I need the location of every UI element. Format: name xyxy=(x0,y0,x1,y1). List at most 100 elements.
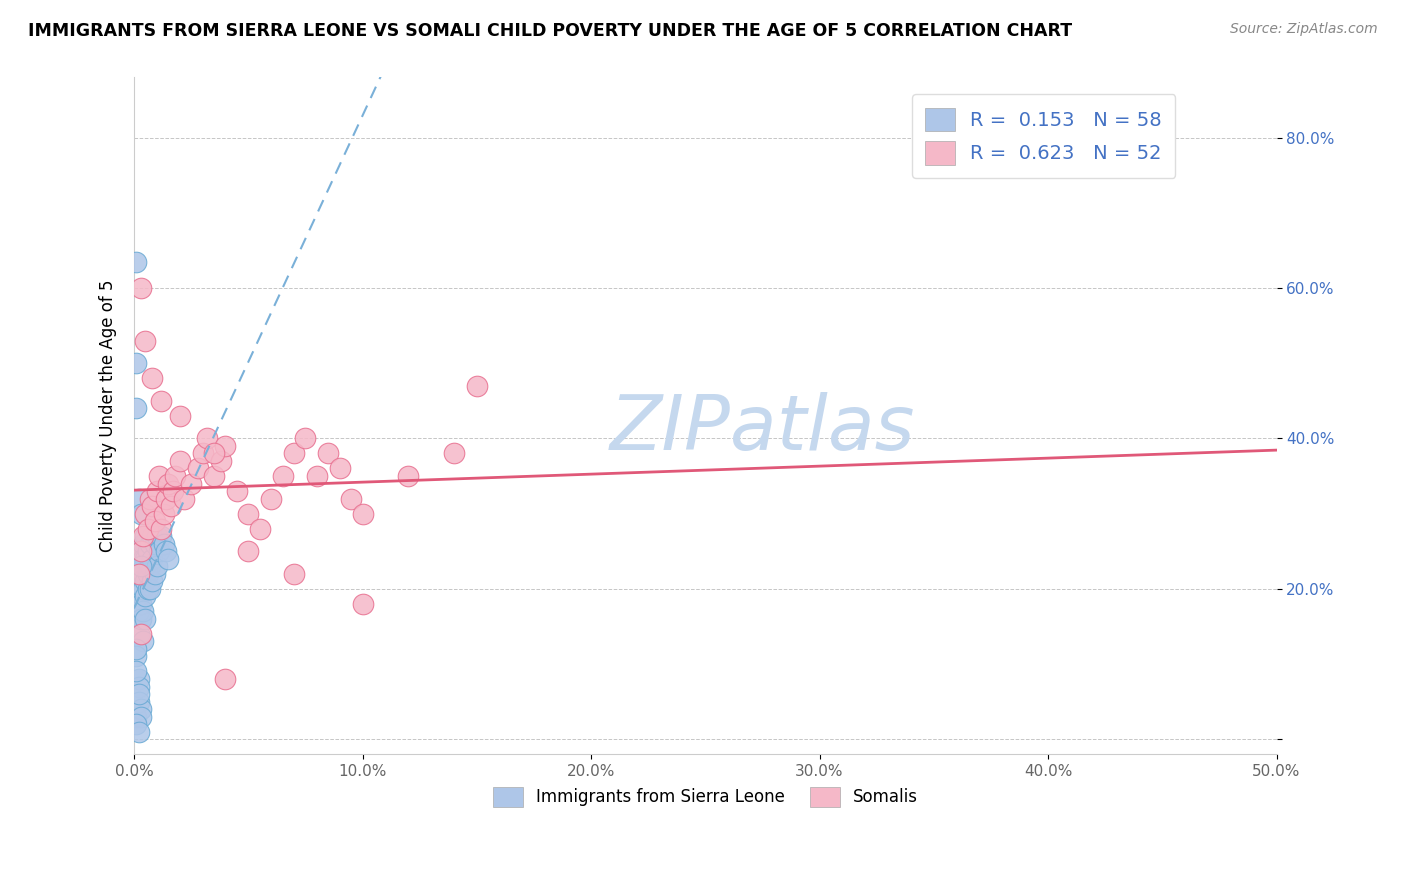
Point xyxy=(155,491,177,506)
Point xyxy=(128,604,150,618)
Point xyxy=(169,454,191,468)
Point xyxy=(169,409,191,423)
Point xyxy=(214,672,236,686)
Point xyxy=(125,665,148,679)
Point xyxy=(134,589,156,603)
Point xyxy=(134,551,156,566)
Point xyxy=(159,499,181,513)
Point xyxy=(214,439,236,453)
Point xyxy=(132,604,155,618)
Point xyxy=(134,612,156,626)
Point xyxy=(152,507,174,521)
Point xyxy=(128,627,150,641)
Point xyxy=(129,574,152,589)
Point xyxy=(329,461,352,475)
Point xyxy=(165,469,187,483)
Point xyxy=(155,544,177,558)
Point xyxy=(129,507,152,521)
Point xyxy=(180,476,202,491)
Point xyxy=(136,522,159,536)
Point xyxy=(316,446,339,460)
Point xyxy=(465,378,488,392)
Y-axis label: Child Poverty Under the Age of 5: Child Poverty Under the Age of 5 xyxy=(100,279,117,552)
Point xyxy=(139,536,162,550)
Point xyxy=(132,529,155,543)
Point xyxy=(134,574,156,589)
Point xyxy=(148,469,170,483)
Point xyxy=(132,536,155,550)
Point xyxy=(352,597,374,611)
Point xyxy=(129,709,152,723)
Point xyxy=(128,687,150,701)
Point xyxy=(128,724,150,739)
Point xyxy=(129,627,152,641)
Point xyxy=(202,469,225,483)
Point xyxy=(202,446,225,460)
Point xyxy=(143,536,166,550)
Point xyxy=(125,642,148,657)
Point xyxy=(128,566,150,581)
Point xyxy=(294,431,316,445)
Point xyxy=(129,702,152,716)
Point xyxy=(129,612,152,626)
Point xyxy=(136,582,159,596)
Point xyxy=(128,695,150,709)
Point xyxy=(125,356,148,370)
Point xyxy=(195,431,218,445)
Point xyxy=(141,371,163,385)
Point xyxy=(129,544,152,558)
Point xyxy=(340,491,363,506)
Point xyxy=(146,529,169,543)
Point xyxy=(143,514,166,528)
Text: Source: ZipAtlas.com: Source: ZipAtlas.com xyxy=(1230,22,1378,37)
Point xyxy=(141,499,163,513)
Point xyxy=(352,507,374,521)
Text: ZIPatlas: ZIPatlas xyxy=(610,392,915,467)
Point xyxy=(129,281,152,295)
Point xyxy=(129,582,152,596)
Point xyxy=(146,483,169,498)
Point xyxy=(139,559,162,574)
Legend: Immigrants from Sierra Leone, Somalis: Immigrants from Sierra Leone, Somalis xyxy=(486,780,925,814)
Point xyxy=(157,476,180,491)
Point xyxy=(132,566,155,581)
Point xyxy=(209,454,232,468)
Point xyxy=(283,566,305,581)
Point xyxy=(125,649,148,664)
Point xyxy=(139,582,162,596)
Point xyxy=(139,491,162,506)
Point xyxy=(141,574,163,589)
Point xyxy=(150,393,173,408)
Point xyxy=(157,551,180,566)
Point xyxy=(305,469,328,483)
Point xyxy=(128,672,150,686)
Point xyxy=(128,491,150,506)
Point xyxy=(443,446,465,460)
Point xyxy=(132,582,155,596)
Point xyxy=(129,559,152,574)
Point xyxy=(260,491,283,506)
Point xyxy=(141,529,163,543)
Point xyxy=(148,544,170,558)
Point xyxy=(152,536,174,550)
Point xyxy=(283,446,305,460)
Point xyxy=(125,709,148,723)
Point xyxy=(129,597,152,611)
Point xyxy=(128,566,150,581)
Point xyxy=(146,559,169,574)
Point xyxy=(162,483,184,498)
Point xyxy=(238,544,260,558)
Point xyxy=(125,401,148,416)
Point xyxy=(136,566,159,581)
Point xyxy=(150,522,173,536)
Point xyxy=(150,529,173,543)
Point xyxy=(143,566,166,581)
Point xyxy=(128,680,150,694)
Point xyxy=(129,566,152,581)
Point xyxy=(136,544,159,558)
Point xyxy=(238,507,260,521)
Point xyxy=(271,469,294,483)
Point xyxy=(134,334,156,348)
Point xyxy=(129,544,152,558)
Point xyxy=(132,634,155,648)
